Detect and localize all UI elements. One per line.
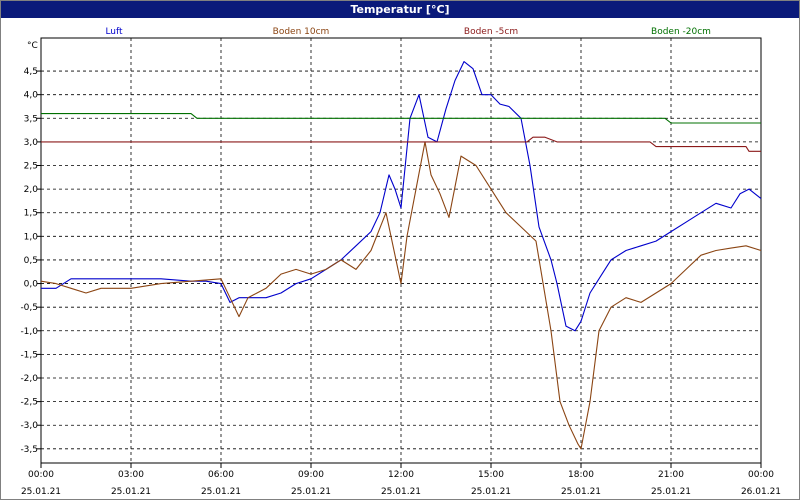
y-tick-label: 4,5: [24, 67, 38, 77]
y-tick-label: 2,0: [24, 185, 39, 195]
y-tick-label: 0,0: [24, 280, 39, 290]
x-tick-date-label: 25.01.21: [381, 487, 421, 497]
y-tick-label: 3,5: [24, 114, 38, 124]
chart-title: Temperatur [°C]: [1, 1, 799, 18]
y-tick-label: -2,0: [20, 374, 38, 384]
x-tick-date-label: 25.01.21: [21, 487, 61, 497]
y-tick-label: 0,5: [24, 256, 38, 266]
legend-label-2: Boden 10cm: [273, 27, 330, 37]
x-tick-time-label: 03:00: [118, 470, 144, 480]
x-tick-date-label: 25.01.21: [651, 487, 691, 497]
x-tick-time-label: 21:00: [658, 470, 684, 480]
series-line-2: [40, 141, 762, 450]
legend-label-4: Boden -20cm: [651, 27, 711, 37]
x-tick-date-label: 25.01.21: [291, 487, 331, 497]
y-tick-label: -1,0: [20, 327, 38, 337]
x-tick-date-label: 25.01.21: [111, 487, 151, 497]
y-unit-label: °C: [27, 41, 38, 51]
x-tick-time-label: 06:00: [208, 470, 234, 480]
y-tick-label: 2,5: [24, 162, 38, 172]
y-tick-label: 1,0: [24, 232, 39, 242]
x-tick-date-label: 26.01.21: [741, 487, 781, 497]
series-line-4: [41, 113, 761, 124]
x-tick-time-label: 00:00: [28, 470, 54, 480]
x-tick-date-label: 25.01.21: [561, 487, 601, 497]
y-tick-label: 4,0: [24, 91, 39, 101]
y-tick-label: 3,0: [24, 138, 39, 148]
y-tick-label: -3,5: [20, 445, 38, 455]
y-tick-label: -2,5: [20, 398, 38, 408]
x-tick-date-label: 25.01.21: [201, 487, 241, 497]
legend-label-1: Luft: [105, 27, 123, 37]
series-line-1: [41, 61, 762, 332]
x-tick-time-label: 00:00: [748, 470, 774, 480]
y-tick-label: 1,5: [24, 209, 38, 219]
x-tick-time-label: 12:00: [388, 470, 414, 480]
x-tick-date-label: 25.01.21: [471, 487, 511, 497]
y-tick-label: -0,5: [20, 303, 38, 313]
series-line-3: [41, 136, 761, 152]
y-tick-label: -1,5: [20, 350, 38, 360]
x-tick-time-label: 15:00: [478, 470, 504, 480]
legend-label-3: Boden -5cm: [464, 27, 518, 37]
x-tick-time-label: 09:00: [298, 470, 324, 480]
y-tick-label: -3,0: [20, 421, 38, 431]
x-tick-time-label: 18:00: [568, 470, 594, 480]
